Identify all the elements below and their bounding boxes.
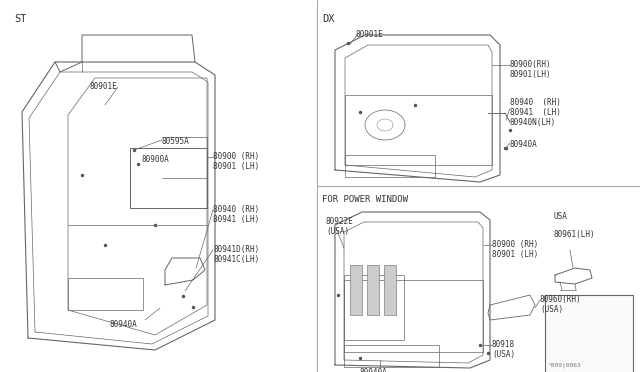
Bar: [350, 265, 362, 315]
Text: 80941 (LH): 80941 (LH): [213, 215, 259, 224]
Text: 80940A: 80940A: [510, 140, 538, 149]
Text: 80940A: 80940A: [110, 320, 138, 329]
Text: 80941D(RH): 80941D(RH): [213, 245, 259, 254]
Text: 80940N(LH): 80940N(LH): [510, 118, 556, 127]
Text: 80901 (LH): 80901 (LH): [213, 162, 259, 171]
Text: 80940 (RH): 80940 (RH): [213, 205, 259, 214]
Text: USA: USA: [553, 212, 567, 221]
Text: 80901E: 80901E: [90, 82, 118, 91]
Text: 80960(RH): 80960(RH): [540, 295, 582, 304]
Text: (USA): (USA): [326, 227, 349, 236]
Text: 80900 (RH): 80900 (RH): [213, 152, 259, 161]
Text: DX: DX: [322, 14, 335, 24]
Bar: [344, 280, 483, 352]
Bar: [345, 155, 435, 177]
Text: 80961(LH): 80961(LH): [553, 230, 595, 239]
Text: 80918: 80918: [492, 340, 515, 349]
Bar: [344, 345, 439, 367]
Text: 80901(LH): 80901(LH): [510, 70, 552, 79]
Bar: [384, 265, 396, 315]
Text: 80901 (LH): 80901 (LH): [492, 250, 538, 259]
Text: 80941C(LH): 80941C(LH): [213, 255, 259, 264]
Text: (USA): (USA): [492, 350, 515, 359]
Text: 80940A: 80940A: [360, 368, 388, 372]
Bar: [68, 278, 143, 310]
Text: 80900(RH): 80900(RH): [510, 60, 552, 69]
Text: ^809|0063: ^809|0063: [548, 362, 582, 368]
Bar: [545, 295, 633, 372]
Text: ST: ST: [14, 14, 26, 24]
Bar: [344, 275, 404, 340]
Text: FOR POWER WINDOW: FOR POWER WINDOW: [322, 195, 408, 204]
Bar: [367, 265, 379, 315]
Text: 80900A: 80900A: [142, 155, 170, 164]
Text: 80922E: 80922E: [326, 217, 354, 226]
Text: 80595A: 80595A: [162, 137, 189, 146]
Text: 80900 (RH): 80900 (RH): [492, 240, 538, 249]
Bar: [130, 148, 207, 208]
Text: (USA): (USA): [540, 305, 563, 314]
Bar: [345, 95, 492, 165]
Text: 80940  (RH): 80940 (RH): [510, 98, 561, 107]
Text: 80941  (LH): 80941 (LH): [510, 108, 561, 117]
Text: 80901E: 80901E: [355, 30, 383, 39]
